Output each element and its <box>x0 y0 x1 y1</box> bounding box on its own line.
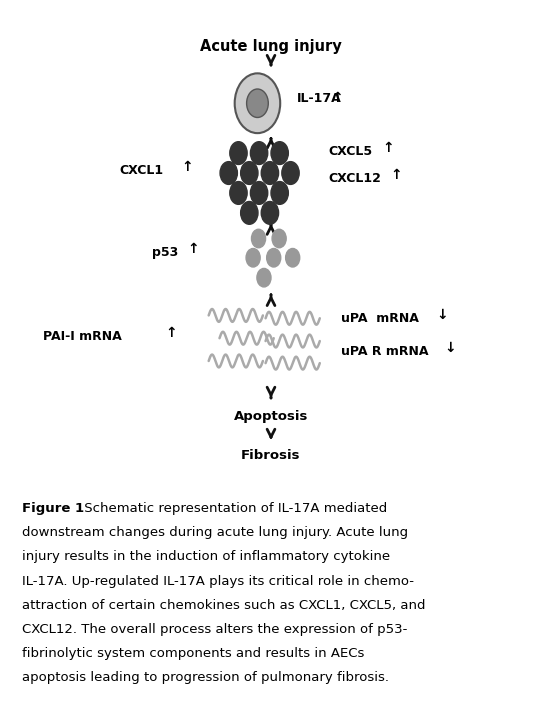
Circle shape <box>271 182 288 204</box>
Text: Schematic representation of IL-17A mediated: Schematic representation of IL-17A media… <box>80 502 388 515</box>
Text: Apoptosis: Apoptosis <box>234 410 308 423</box>
Circle shape <box>230 142 247 164</box>
Circle shape <box>267 248 281 267</box>
Circle shape <box>282 162 299 184</box>
Text: CXCL1: CXCL1 <box>119 164 163 177</box>
Text: Fibrosis: Fibrosis <box>241 449 301 462</box>
Text: apoptosis leading to progression of pulmonary fibrosis.: apoptosis leading to progression of pulm… <box>22 671 389 684</box>
Circle shape <box>241 201 258 224</box>
Circle shape <box>272 229 286 248</box>
Text: CXCL12: CXCL12 <box>328 172 381 185</box>
Circle shape <box>271 142 288 164</box>
Text: downstream changes during acute lung injury. Acute lung: downstream changes during acute lung inj… <box>22 526 408 539</box>
Text: uPA R mRNA: uPA R mRNA <box>341 345 429 357</box>
Text: uPA  mRNA: uPA mRNA <box>341 312 420 325</box>
Circle shape <box>257 268 271 287</box>
Text: fibrinolytic system components and results in AECs: fibrinolytic system components and resul… <box>22 647 364 660</box>
Text: ↑: ↑ <box>165 326 177 340</box>
Circle shape <box>241 162 258 184</box>
Text: injury results in the induction of inflammatory cytokine: injury results in the induction of infla… <box>22 550 390 563</box>
Circle shape <box>247 89 268 117</box>
Circle shape <box>235 73 280 133</box>
Circle shape <box>261 201 279 224</box>
Text: ↓: ↓ <box>444 340 456 355</box>
Text: ↑: ↑ <box>382 141 393 155</box>
Circle shape <box>246 248 260 267</box>
Text: CXCL5: CXCL5 <box>328 145 372 158</box>
Text: ↓: ↓ <box>436 308 448 322</box>
Text: IL-17A: IL-17A <box>296 93 341 105</box>
Text: ↑: ↑ <box>182 160 193 174</box>
Circle shape <box>220 162 237 184</box>
Circle shape <box>250 182 268 204</box>
Text: Acute lung injury: Acute lung injury <box>200 38 342 54</box>
Circle shape <box>230 182 247 204</box>
Text: attraction of certain chemokines such as CXCL1, CXCL5, and: attraction of certain chemokines such as… <box>22 599 425 612</box>
Circle shape <box>250 142 268 164</box>
Text: ↑: ↑ <box>390 168 402 182</box>
Text: CXCL12. The overall process alters the expression of p53-: CXCL12. The overall process alters the e… <box>22 623 407 636</box>
Circle shape <box>251 229 266 248</box>
Text: p53: p53 <box>152 246 178 259</box>
Text: IL-17A. Up-regulated IL-17A plays its critical role in chemo-: IL-17A. Up-regulated IL-17A plays its cr… <box>22 575 414 587</box>
Text: Figure 1: Figure 1 <box>22 502 84 515</box>
Text: PAI-I mRNA: PAI-I mRNA <box>43 330 122 343</box>
Text: ↑: ↑ <box>332 90 343 105</box>
Circle shape <box>261 162 279 184</box>
Circle shape <box>286 248 300 267</box>
Text: ↑: ↑ <box>187 242 198 256</box>
